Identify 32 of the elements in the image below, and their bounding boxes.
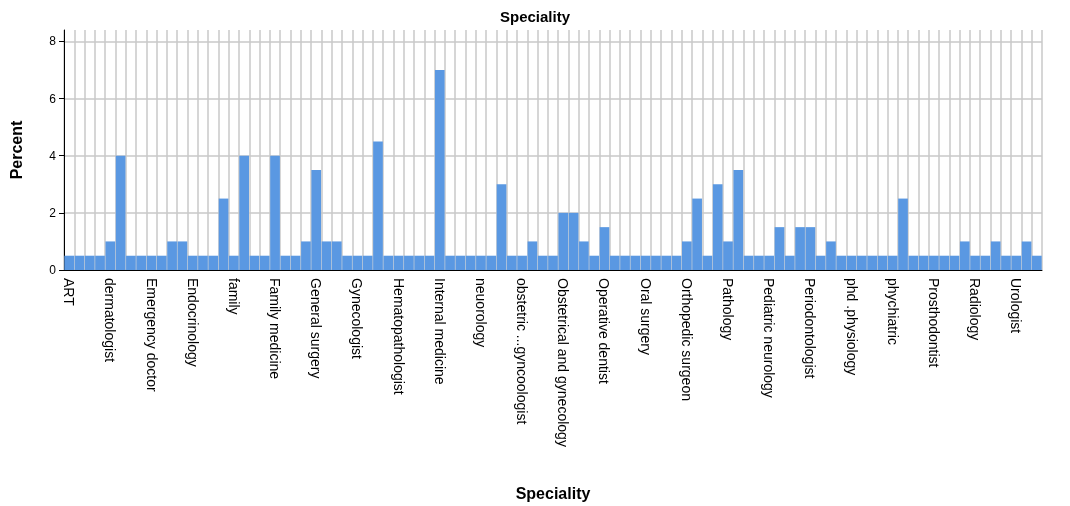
x-tick-label: Periodontologist <box>802 278 819 379</box>
x-tick-label: Endocrinology <box>184 278 201 367</box>
x-tick-label: neuorology <box>472 278 489 348</box>
x-tick-label: Urologist <box>1008 278 1025 334</box>
y-tick-label: 2 <box>49 205 57 220</box>
x-tick-label: Hematopathologist <box>390 278 407 395</box>
x-tick-label: family <box>225 278 242 315</box>
x-tick-label: Obstetrical and gynecology <box>555 278 572 447</box>
x-tick-label: Emergency doctor <box>143 278 160 392</box>
x-tick-label: Pathology <box>720 278 737 341</box>
y-tick-label: 0 <box>49 263 57 277</box>
y-tick-label: 4 <box>49 148 57 163</box>
y-tick-label: 8 <box>49 34 57 49</box>
x-tick-label: phd .physiology <box>843 278 860 376</box>
x-tick-label: Family medicine <box>267 278 284 380</box>
x-tick-label: phychiatric <box>884 278 901 345</box>
x-tick-label: obstetric ...gyncoologist <box>514 278 531 425</box>
x-tick-label: Orthopedic surgeon <box>678 278 695 401</box>
y-axis-title: Percent <box>7 119 25 180</box>
x-tick-label: Radiology <box>967 278 984 341</box>
x-axis-title: Speciality <box>515 484 591 502</box>
y-tick-label: 6 <box>49 91 57 106</box>
chart-title: Speciality <box>499 8 571 25</box>
x-tick-label: ART <box>61 278 78 307</box>
x-tick-label: Oral surgery <box>637 278 654 356</box>
x-tick-label: General surgery <box>308 278 325 379</box>
x-tick-label: Internal medicine <box>431 278 448 385</box>
x-tick-label: Gynecologist <box>349 278 366 360</box>
x-tick-label: Prosthodontist <box>925 278 942 368</box>
x-tick-label: dermatologist <box>102 278 119 363</box>
x-tick-label: Operative dentist <box>596 278 613 384</box>
x-tick-label: Pediatric neurology <box>761 278 778 398</box>
